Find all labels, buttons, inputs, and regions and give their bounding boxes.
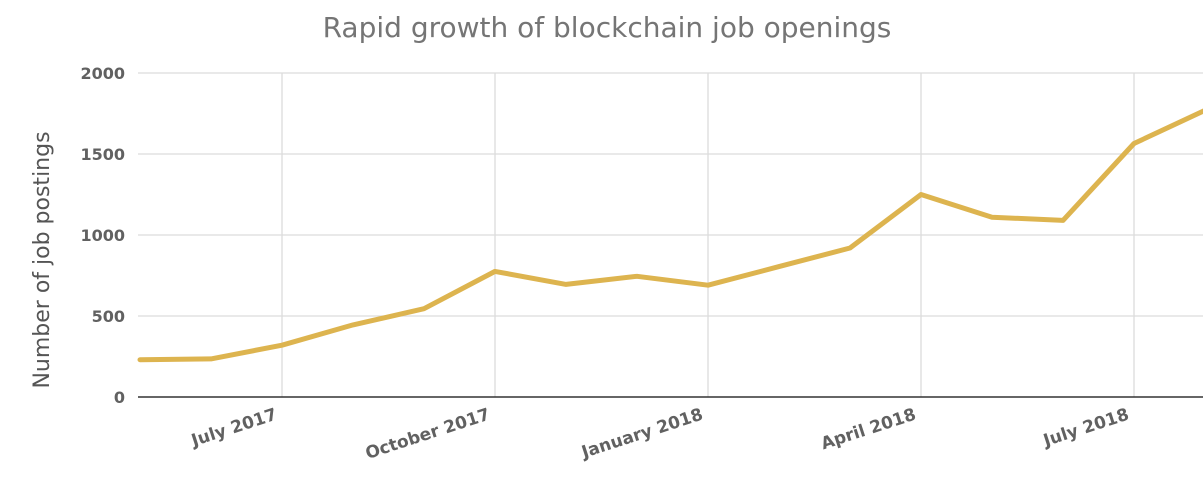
x-tick-label: April 2018 xyxy=(819,405,919,454)
y-tick-label: 500 xyxy=(92,307,125,326)
data-point xyxy=(208,356,214,362)
data-point xyxy=(847,245,853,251)
y-tick-label: 0 xyxy=(114,388,125,407)
x-tick-label: July 2017 xyxy=(188,405,279,452)
x-tick-label: October 2017 xyxy=(363,405,492,464)
data-point xyxy=(705,282,711,288)
y-tick-label: 1000 xyxy=(80,226,125,245)
data-point xyxy=(989,214,995,220)
data-point xyxy=(279,342,285,348)
x-tick-label: January 2018 xyxy=(578,405,705,463)
data-point xyxy=(492,268,498,274)
data-point xyxy=(1060,217,1066,223)
data-point xyxy=(421,306,427,312)
y-tick-label: 1500 xyxy=(80,145,125,164)
y-tick-label: 2000 xyxy=(80,64,125,83)
data-point xyxy=(137,357,143,363)
x-tick-label: July 2018 xyxy=(1040,405,1131,452)
chart-title: Rapid growth of blockchain job openings xyxy=(323,11,892,44)
data-point xyxy=(918,192,924,198)
x-axis-ticks: July 2017 October 2017 January 2018 April 2… xyxy=(188,405,1131,464)
data-point xyxy=(1131,140,1137,146)
gridlines xyxy=(138,72,1203,397)
data-point xyxy=(776,264,782,270)
series-layer xyxy=(137,108,1203,363)
data-point xyxy=(350,322,356,328)
y-axis-ticks: 2000 1500 1000 500 0 xyxy=(80,64,125,407)
data-point xyxy=(563,281,569,287)
y-axis-label: Number of job postings xyxy=(30,131,55,388)
series-line xyxy=(137,108,1203,363)
data-point xyxy=(634,273,640,279)
